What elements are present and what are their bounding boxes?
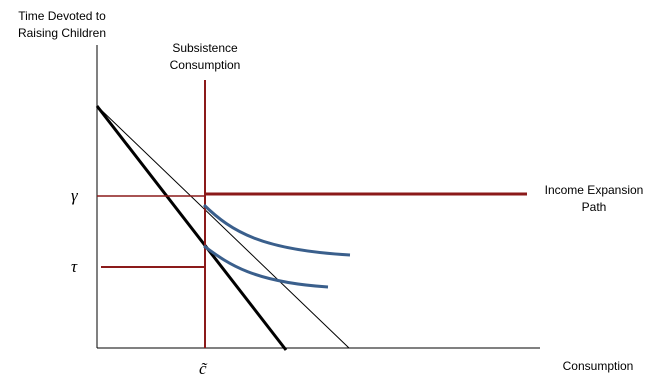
c-tilde-symbol: c̃: [199, 359, 208, 378]
indifference-curve-lower: [203, 244, 329, 289]
subsistence-label-line1: Subsistence: [172, 41, 238, 55]
tau-symbol: τ: [71, 257, 78, 276]
y-axis-label-line2: Raising Children: [18, 26, 106, 40]
expansion-path-label-line1: Income Expansion: [545, 183, 644, 197]
indifference-curve-upper: [202, 203, 351, 257]
budget-line-thick: [95, 105, 288, 351]
expansion-path-label-line2: Path: [582, 200, 607, 214]
gamma-symbol: γ: [71, 186, 79, 205]
y-axis-label-line1: Time Devoted to: [18, 9, 106, 23]
budget-line-thin: [96, 105, 350, 349]
x-axis-label: Consumption: [563, 359, 634, 373]
subsistence-label-line2: Consumption: [170, 58, 241, 72]
